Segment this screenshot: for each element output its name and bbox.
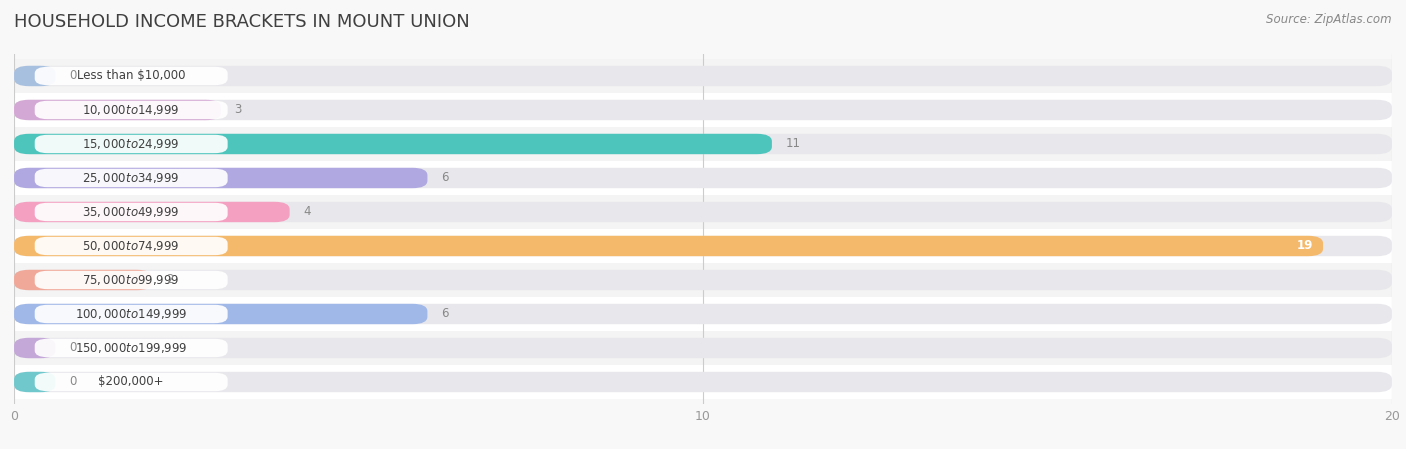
FancyBboxPatch shape	[35, 373, 228, 391]
Text: HOUSEHOLD INCOME BRACKETS IN MOUNT UNION: HOUSEHOLD INCOME BRACKETS IN MOUNT UNION	[14, 13, 470, 31]
Text: $15,000 to $24,999: $15,000 to $24,999	[83, 137, 180, 151]
Text: $50,000 to $74,999: $50,000 to $74,999	[83, 239, 180, 253]
FancyBboxPatch shape	[14, 372, 1392, 392]
Bar	[0, 297, 1406, 331]
Text: $35,000 to $49,999: $35,000 to $49,999	[83, 205, 180, 219]
FancyBboxPatch shape	[35, 339, 228, 357]
FancyBboxPatch shape	[35, 203, 228, 221]
Text: Source: ZipAtlas.com: Source: ZipAtlas.com	[1267, 13, 1392, 26]
Text: $25,000 to $34,999: $25,000 to $34,999	[83, 171, 180, 185]
Text: 0: 0	[69, 342, 76, 355]
FancyBboxPatch shape	[35, 135, 228, 153]
Bar	[0, 365, 1406, 399]
FancyBboxPatch shape	[14, 134, 772, 154]
FancyBboxPatch shape	[14, 66, 55, 86]
FancyBboxPatch shape	[14, 270, 1392, 290]
Text: 6: 6	[441, 172, 449, 185]
FancyBboxPatch shape	[14, 100, 221, 120]
Text: $10,000 to $14,999: $10,000 to $14,999	[83, 103, 180, 117]
FancyBboxPatch shape	[14, 338, 1392, 358]
Text: 0: 0	[69, 375, 76, 388]
Text: $75,000 to $99,999: $75,000 to $99,999	[83, 273, 180, 287]
FancyBboxPatch shape	[35, 305, 228, 323]
Bar	[0, 331, 1406, 365]
Text: 6: 6	[441, 308, 449, 321]
FancyBboxPatch shape	[14, 236, 1323, 256]
Text: 0: 0	[69, 70, 76, 83]
Bar	[0, 127, 1406, 161]
FancyBboxPatch shape	[35, 101, 228, 119]
FancyBboxPatch shape	[14, 202, 1392, 222]
FancyBboxPatch shape	[14, 66, 1392, 86]
Text: 3: 3	[235, 103, 242, 116]
Text: 4: 4	[304, 206, 311, 219]
Text: 11: 11	[786, 137, 800, 150]
FancyBboxPatch shape	[35, 237, 228, 255]
Text: 19: 19	[1296, 239, 1313, 252]
Text: Less than $10,000: Less than $10,000	[77, 70, 186, 83]
Text: 2: 2	[166, 273, 173, 286]
FancyBboxPatch shape	[14, 338, 55, 358]
FancyBboxPatch shape	[14, 270, 152, 290]
FancyBboxPatch shape	[35, 169, 228, 187]
FancyBboxPatch shape	[14, 236, 1392, 256]
FancyBboxPatch shape	[35, 271, 228, 289]
Text: $150,000 to $199,999: $150,000 to $199,999	[75, 341, 187, 355]
FancyBboxPatch shape	[14, 168, 1392, 188]
FancyBboxPatch shape	[14, 304, 1392, 324]
Bar	[0, 195, 1406, 229]
Bar	[0, 229, 1406, 263]
FancyBboxPatch shape	[35, 67, 228, 85]
Bar	[0, 263, 1406, 297]
FancyBboxPatch shape	[14, 372, 55, 392]
Bar	[0, 161, 1406, 195]
Text: $200,000+: $200,000+	[98, 375, 165, 388]
Bar	[0, 59, 1406, 93]
FancyBboxPatch shape	[14, 202, 290, 222]
FancyBboxPatch shape	[14, 304, 427, 324]
FancyBboxPatch shape	[14, 134, 1392, 154]
FancyBboxPatch shape	[14, 168, 427, 188]
FancyBboxPatch shape	[14, 100, 1392, 120]
Text: $100,000 to $149,999: $100,000 to $149,999	[75, 307, 187, 321]
Bar	[0, 93, 1406, 127]
